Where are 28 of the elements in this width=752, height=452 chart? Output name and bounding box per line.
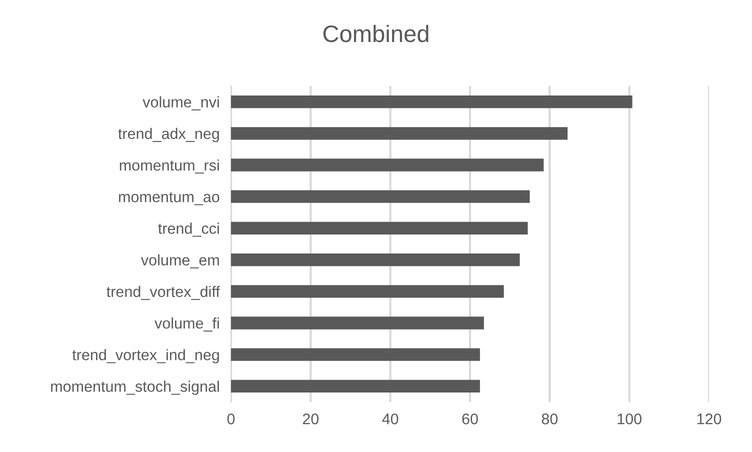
bar [231, 380, 480, 393]
y-tick-label: trend_vortex_ind_neg [72, 349, 219, 364]
y-tick-label: volume_fi [154, 317, 219, 332]
y-tick-label: trend_vortex_diff [106, 286, 220, 300]
bar [231, 127, 568, 140]
bar [231, 158, 544, 172]
bar [231, 222, 528, 235]
bar [231, 190, 530, 203]
y-tick-label: momentum_rsi [120, 159, 219, 174]
x-tick-label: 0 [227, 414, 235, 424]
bar [231, 348, 480, 361]
y-tick-label: momentum_stoch_signal [51, 380, 219, 395]
x-tick-label: 40 [382, 414, 398, 424]
y-tick-label: momentum_ao [119, 192, 220, 206]
bar [231, 95, 632, 108]
y-tick-label: trend_adx_neg [118, 128, 219, 142]
y-tick-label: volume_nvi [142, 96, 219, 110]
x-tick-label: 80 [542, 414, 558, 424]
chart-title: Combined [323, 24, 428, 42]
bar [231, 316, 484, 330]
x-tick-label: 60 [462, 414, 478, 424]
bar [231, 285, 504, 298]
x-tick-label: 120 [697, 414, 722, 424]
bar [231, 253, 520, 266]
x-tick-label: 100 [618, 414, 642, 424]
y-tick-label: trend_cci [158, 222, 219, 237]
y-tick-label: volume_em [140, 254, 219, 268]
x-tick-label: 20 [302, 414, 319, 424]
